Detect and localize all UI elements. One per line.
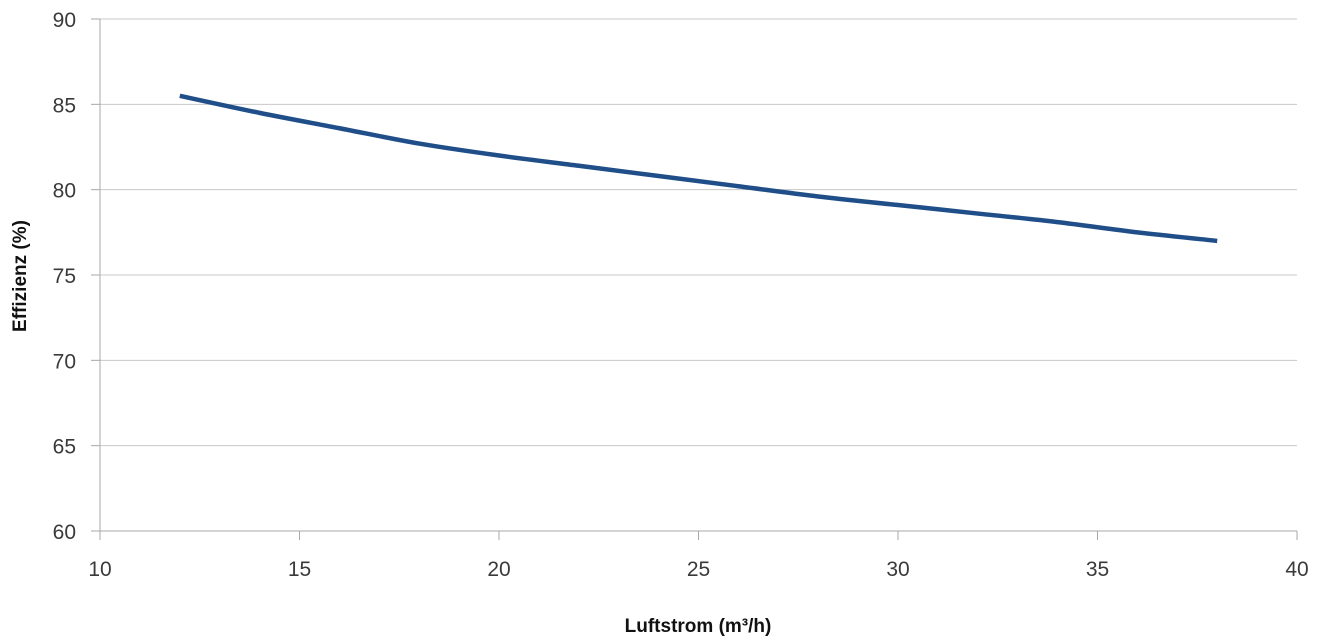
x-tick-label: 25 <box>687 558 710 581</box>
axis-layer <box>91 18 1298 540</box>
y-tick-label: 90 <box>53 9 76 32</box>
y-tick-label: 60 <box>53 521 76 544</box>
y-tick-label: 85 <box>53 94 76 117</box>
x-tick-label: 30 <box>886 558 909 581</box>
x-tick-label: 15 <box>288 558 311 581</box>
y-axis-title: Effizienz (%) <box>10 220 31 332</box>
grid-layer <box>100 18 1297 532</box>
x-tick-label: 20 <box>487 558 510 581</box>
series-line-0 <box>179 93 1218 244</box>
y-tick-label: 65 <box>53 436 76 459</box>
x-tick-label: 40 <box>1285 558 1308 581</box>
y-tick-label: 80 <box>53 180 76 203</box>
series-layer <box>179 93 1218 244</box>
y-tick-label: 70 <box>53 350 76 373</box>
x-axis-title: Luftstrom (m³/h) <box>625 616 772 637</box>
y-tick-label: 75 <box>53 265 76 288</box>
x-tick-label: 35 <box>1086 558 1109 581</box>
x-tick-label: 10 <box>88 558 111 581</box>
label-layer: 60 65 70 75 80 85 90 10 15 20 25 30 35 40 <box>53 9 1309 581</box>
